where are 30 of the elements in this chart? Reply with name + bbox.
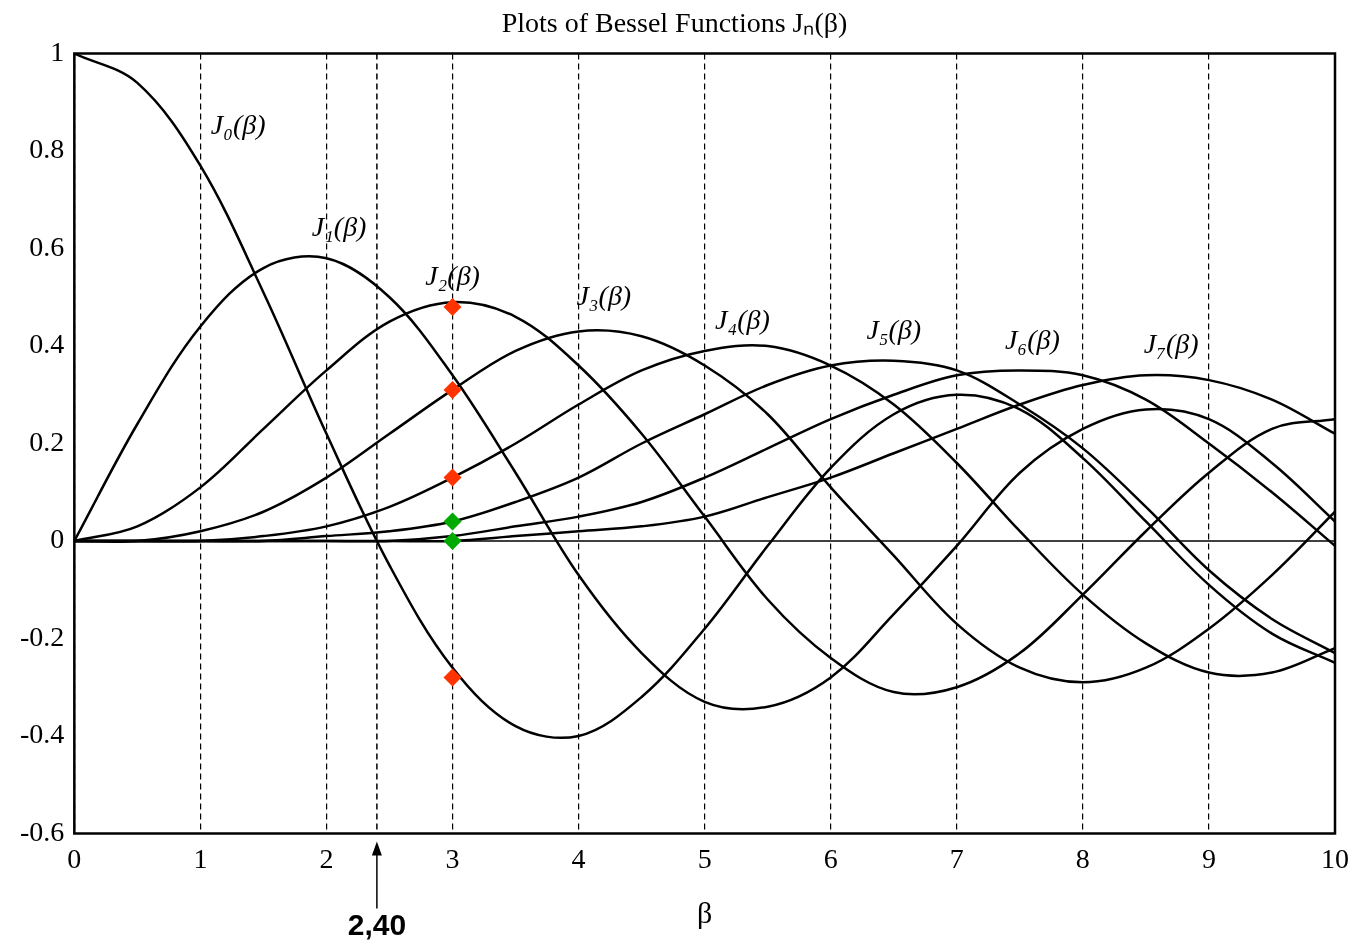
y-tick-label: -0.6 [20,815,65,847]
x-tick-label: 10 [1321,842,1349,874]
chart-title: Plots of Bessel Functions Jₙ(β) [501,7,848,39]
series-label: J₁(β) [311,211,367,243]
x-tick-label: 6 [823,842,838,874]
x-tick-label: 4 [571,842,586,874]
x-tick-label: 9 [1201,842,1216,874]
series-label: J₅(β) [866,313,922,345]
x-tick-label: 2 [319,842,334,874]
ref-line-label: 2,40 [347,907,407,941]
y-tick-label: 0.8 [29,133,65,165]
x-axis-title: β [697,895,713,929]
series-label: J₄(β) [715,304,770,336]
y-tick-label: 0.2 [29,425,65,457]
series-label: J₇(β) [1143,328,1199,360]
y-tick-label: -0.4 [20,718,65,750]
x-tick-label: 7 [949,842,964,874]
y-tick-label: 0.6 [29,230,65,262]
series-label: J₀(β) [210,109,266,141]
y-tick-label: -0.2 [20,620,65,652]
x-tick-label: 1 [193,842,208,874]
x-tick-label: 8 [1075,842,1090,874]
x-tick-label: 5 [697,842,712,874]
y-tick-label: 0 [50,523,65,555]
y-tick-label: 1 [50,35,65,67]
series-label: J₂(β) [425,260,480,292]
series-label: J₃(β) [576,279,632,311]
x-tick-label: 3 [445,842,460,874]
series-label: J₆(β) [1005,323,1060,355]
y-tick-label: 0.4 [29,328,65,360]
